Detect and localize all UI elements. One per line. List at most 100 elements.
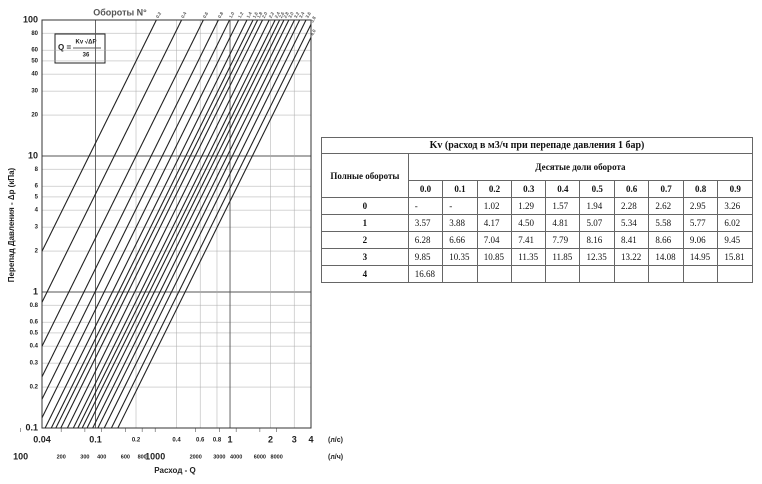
cell: 5.07 [579,214,615,232]
series-label: 3.2 [293,11,301,19]
x2-tick-label: 6000 [254,454,266,460]
cell: 10.85 [476,248,513,266]
column-header: 0.7 [648,180,684,198]
cell: 10.35 [442,248,478,266]
cell: 5.77 [682,214,719,232]
series-line [41,19,219,378]
cell: 7.41 [511,231,547,249]
y-tick-label: 0.4 [30,344,39,350]
cell: 4.50 [511,214,547,232]
x-tick-label: 0.8 [213,438,222,444]
table-row: Kv (расход в м3/ч при перепаде давления … [321,137,753,154]
table-title: Kv (расход в м3/ч при перепаде давления … [321,137,753,154]
plot-frame [41,19,312,429]
cell: 16.68 [407,265,444,283]
y-tick-label: 4 [35,208,39,214]
series-line [77,19,281,429]
cell: 5.34 [613,214,650,232]
x-axis-label: Расход - Q [154,466,195,475]
y-tick-label: 40 [31,72,38,78]
series-label: 1.8 [256,11,264,19]
row-label: 3 [321,248,409,266]
x-tick-label: 0.1 [89,434,102,444]
table-row: 4 16.68 [321,265,753,283]
cell: 12.35 [579,248,615,266]
y-tick-label: 0.2 [30,385,39,391]
series-line [41,19,183,303]
formula-box [54,33,106,64]
cell: - [407,197,444,215]
column-header: 0.4 [545,180,581,198]
kv-table: Kv (расход в м3/ч при перепаде давления … [321,137,754,283]
empty-cell [648,265,684,283]
formula-numerator: Kv √ΔP [76,39,97,46]
y-tick-label: 6 [35,184,39,190]
cell: 2.62 [648,197,684,215]
cell: 5.58 [648,214,684,232]
cell: 1.57 [545,197,581,215]
cell: 8.41 [613,231,650,249]
empty-cell [545,265,581,283]
empty-cell [442,265,478,283]
cell: 4.17 [476,214,513,232]
table-row: Полные обороты Десятые доли оборота [321,153,754,198]
series-label: 0.8 [217,11,225,19]
cell: 9.06 [682,231,719,249]
x2-tick-label: 3000 [213,454,225,460]
table-row: 3 9.85 10.35 10.85 11.35 11.85 12.35 13.22 14.08… [321,248,753,266]
x-tick-label: 2 [268,434,273,444]
empty-cell [579,265,615,283]
column-group: Десятые доли оборота [407,153,754,181]
cell: 11.35 [511,248,547,266]
cell: 3.57 [407,214,444,232]
x2-tick-label: 1000 [145,451,165,461]
y-tick-label: 3 [35,225,39,231]
series-line [103,19,307,429]
series-label: 2.0 [261,11,269,19]
x-tick-label: 0.6 [196,438,205,444]
cell: 4.81 [545,214,581,232]
column-header: 0.1 [442,180,478,198]
cell: 1.29 [511,197,547,215]
series-label: 3.4 [298,11,306,19]
x2-tick-label: 2000 [190,454,202,460]
cell: - [442,197,478,215]
series-label: 2.4 [274,11,282,19]
column-header: 0.2 [476,180,513,198]
series-line [50,19,254,429]
series-label: 0.4 [180,11,188,19]
y-tick-label: 5 [35,195,39,201]
series-line [55,19,259,429]
y-tick-label: 1 [33,286,38,296]
column-header: 0.0 [407,180,444,198]
column-header: 0.8 [682,180,719,198]
column-header: 0.3 [511,180,547,198]
empty-cell [511,265,547,283]
y-tick-label: 0.6 [30,320,39,326]
x2-tick-label: 800 [138,454,147,460]
column-header: 0.9 [717,180,753,198]
series-label: 3.0 [287,11,295,19]
series-label: 1.0 [228,11,236,19]
y-tick-label: 0.8 [30,303,39,309]
series-label: 0.6 [202,11,210,19]
series-line [41,19,204,347]
y-tick-label: 30 [31,89,38,95]
x-tick-label: 3 [292,434,297,444]
y-tick-label: 20 [31,113,38,119]
row-label: 2 [321,231,409,249]
cell: 13.22 [613,248,650,266]
series-label: 3.8 [310,15,318,23]
cell: 2.28 [613,197,650,215]
y-tick-label: 100 [23,14,38,24]
column-header: 0.5 [579,180,615,198]
series-label: 0.2 [155,11,163,19]
cell: 1.94 [579,197,615,215]
series-line [44,19,248,429]
chart-title: Обороты N° [93,7,147,17]
x2-unit: (л/ч) [328,454,343,461]
x-tick-label: 0.04 [33,434,51,444]
y-tick-label: 0.5 [30,331,39,337]
